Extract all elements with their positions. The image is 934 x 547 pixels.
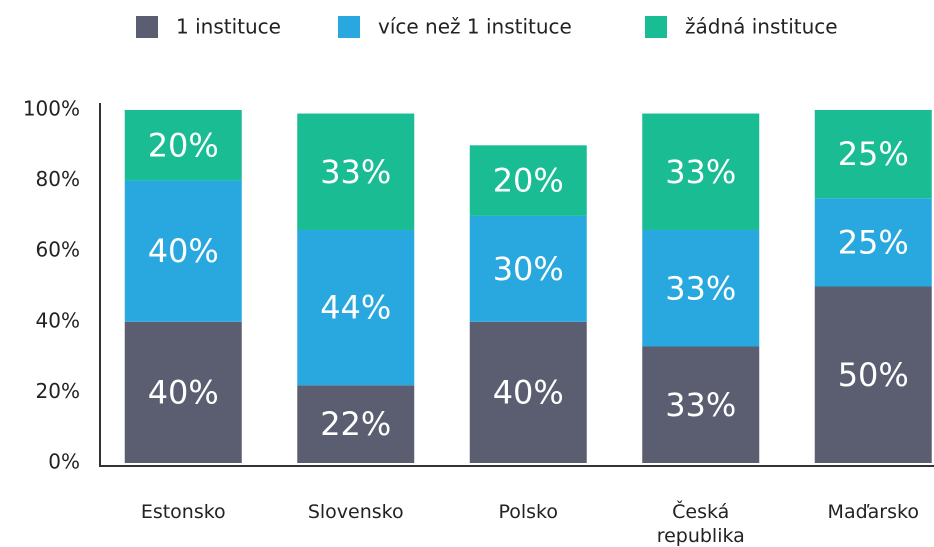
x-tick-label-box: Slovensko	[307, 501, 404, 523]
bar-segment	[642, 113, 760, 231]
data-label: 20%	[493, 162, 564, 200]
data-label: 44%	[320, 289, 391, 327]
y-tick-label: 80%	[36, 167, 80, 191]
y-tick-label: 40%	[36, 308, 80, 332]
bar-segment	[124, 321, 242, 463]
data-label: 33%	[320, 153, 391, 191]
y-tick-label: 100%	[23, 97, 80, 121]
legend-swatch	[136, 16, 158, 38]
bar-segment	[642, 346, 760, 463]
y-tick-label: 60%	[36, 238, 80, 262]
x-tick-label-box: Polsko	[498, 501, 559, 523]
bar-segment	[469, 321, 587, 463]
bar-segment	[297, 113, 415, 231]
data-label: 33%	[665, 269, 736, 307]
x-tick-label: Maďarsko	[827, 501, 919, 523]
bar-segment	[814, 110, 932, 199]
legend-label: více než 1 instituce	[378, 15, 572, 39]
bar-segment	[124, 110, 242, 181]
data-label: 50%	[838, 356, 909, 394]
data-label: 30%	[493, 250, 564, 288]
bar-segment	[124, 180, 242, 322]
legend-label: 1 instituce	[176, 15, 281, 39]
x-tick-label-box: Česká republika	[656, 501, 745, 547]
data-label: 33%	[665, 386, 736, 424]
legend-swatch	[645, 16, 667, 38]
bar-segment	[297, 385, 415, 463]
data-label: 33%	[665, 153, 736, 191]
bar-segment	[814, 286, 932, 463]
legend-swatch	[338, 16, 360, 38]
data-label: 20%	[148, 126, 219, 164]
x-tick-label: Estonsko	[140, 501, 226, 523]
x-tick-label: Polsko	[498, 501, 559, 523]
bar-segment	[642, 230, 760, 347]
data-label: 25%	[838, 223, 909, 261]
data-label: 40%	[493, 373, 564, 411]
bar-segment	[297, 230, 415, 386]
legend-label: žádná instituce	[685, 15, 838, 39]
y-tick-label: 20%	[36, 379, 80, 403]
bar-segment	[814, 198, 932, 287]
data-label: 40%	[148, 232, 219, 270]
bar-segment	[469, 145, 587, 216]
x-tick-label: Slovensko	[307, 501, 404, 523]
y-tick-label: 0%	[48, 450, 80, 474]
data-label: 25%	[838, 135, 909, 173]
x-tick-label-box: Maďarsko	[827, 501, 919, 523]
x-tick-label: Česká republika	[656, 501, 745, 547]
bar-segment	[469, 215, 587, 322]
data-label: 22%	[320, 405, 391, 443]
data-label: 40%	[148, 373, 219, 411]
x-tick-label-box: Estonsko	[140, 501, 226, 523]
